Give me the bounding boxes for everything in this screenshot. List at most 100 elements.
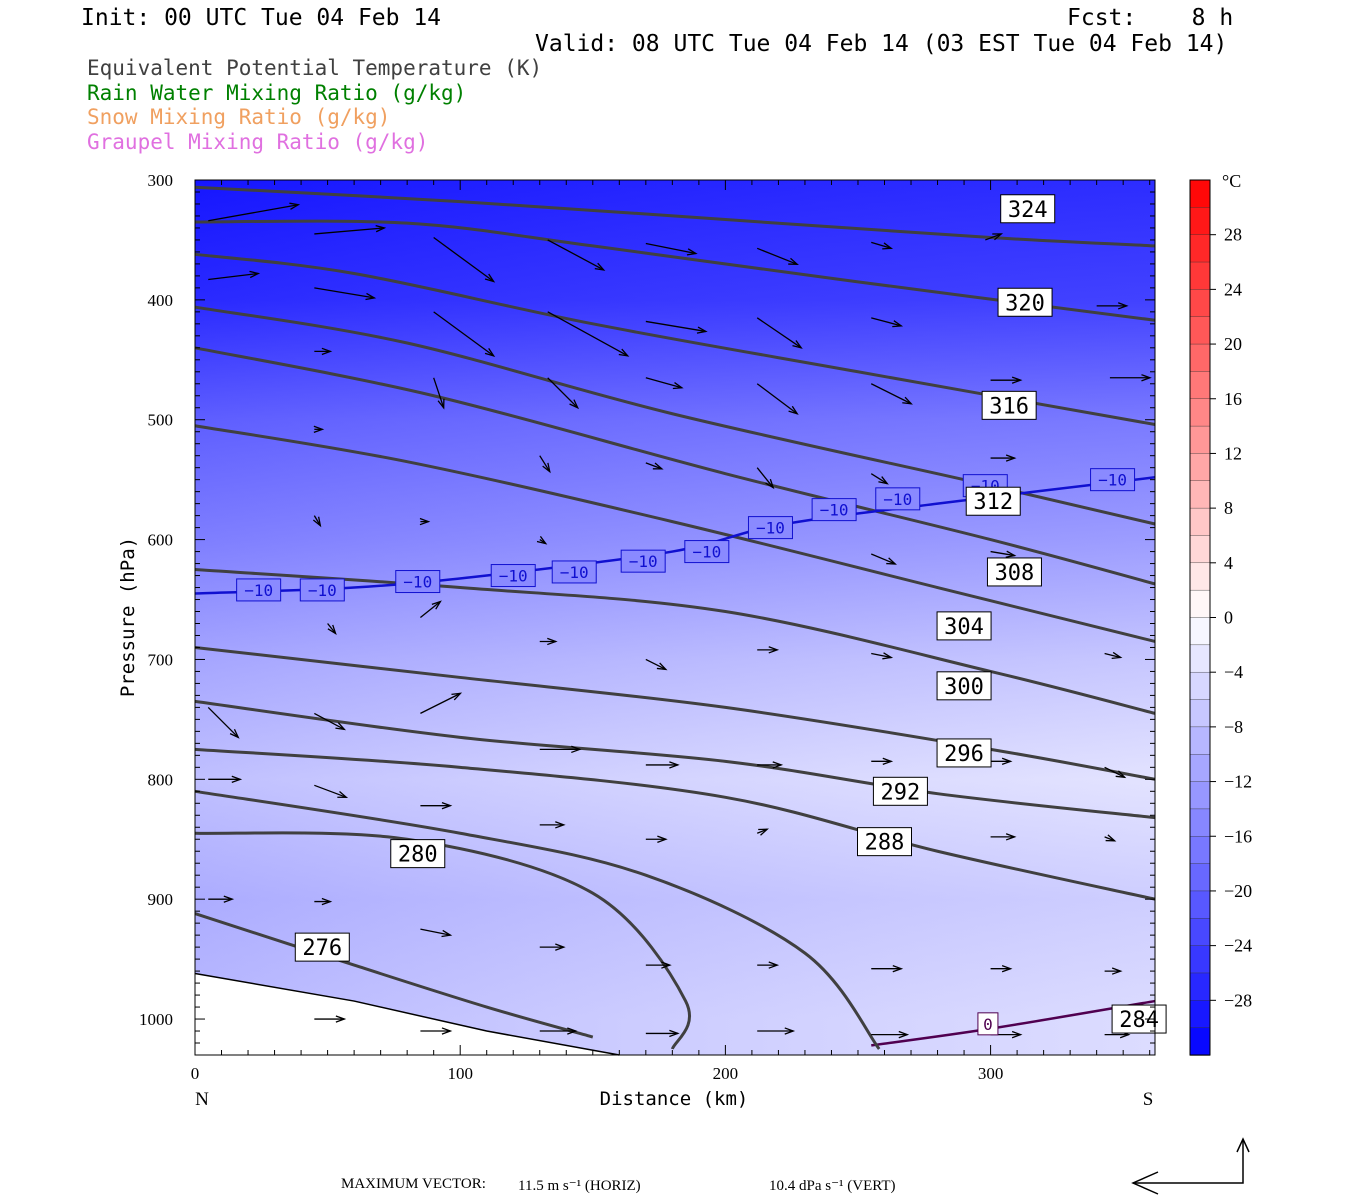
wind-vector-head xyxy=(758,828,769,836)
wind-vector-head xyxy=(484,348,496,357)
wind-vector-head xyxy=(327,624,337,635)
wind-vector-head xyxy=(375,224,387,233)
isotherm-minus10-label: −10 xyxy=(875,487,921,511)
wind-vector-head xyxy=(652,462,664,470)
wind-vector-head xyxy=(571,745,582,754)
wind-vector-head xyxy=(542,462,551,474)
label-box xyxy=(1090,468,1136,492)
wind-vector xyxy=(645,377,684,390)
wind-vector xyxy=(645,242,698,256)
colorbar-bin xyxy=(1189,781,1211,810)
wind-vector xyxy=(208,775,243,784)
wind-vector-shaft xyxy=(420,928,451,936)
label-text: 316 xyxy=(989,394,1029,419)
y-tick-label: 800 xyxy=(148,770,174,789)
wind-vector xyxy=(314,897,333,906)
reference-vector-shaft xyxy=(1133,1139,1244,1184)
wind-vector xyxy=(757,646,780,654)
reference-vector-head-horiz xyxy=(1131,1171,1159,1195)
wind-vector xyxy=(312,515,322,528)
wind-vector xyxy=(547,377,580,410)
wind-vector-shaft xyxy=(313,515,321,526)
forecast-hour: Fcst: 8 h xyxy=(1067,5,1234,31)
label-box xyxy=(684,540,730,564)
colorbar-bin xyxy=(1189,480,1211,509)
reference-vector-head-vert xyxy=(1236,1137,1250,1153)
wind-vector-head xyxy=(878,476,889,485)
isotherm-minus10-label: −10 xyxy=(395,570,441,594)
colorbar-bin xyxy=(1189,863,1211,892)
wind-vector xyxy=(645,658,668,671)
label-text: −10 xyxy=(308,581,337,600)
label-text: −10 xyxy=(560,563,589,582)
label-box xyxy=(236,578,282,602)
label-box xyxy=(936,671,992,701)
wind-vector-head xyxy=(788,257,799,266)
label-box xyxy=(936,738,992,768)
colorbar-bin xyxy=(1189,535,1211,564)
y-tick-label: 400 xyxy=(148,291,174,310)
colorbar-bin xyxy=(1189,507,1211,537)
isotherm-minus10-label: −10 xyxy=(299,578,345,602)
wind-vector xyxy=(208,202,301,222)
theta-e-label: 284 xyxy=(1111,1004,1167,1034)
isotherm-minus10-line xyxy=(194,476,1156,595)
wind-vector-head xyxy=(321,347,333,356)
label-box xyxy=(811,498,857,522)
wind-vector xyxy=(539,637,558,646)
isotherm-minus10-label: −10 xyxy=(236,578,282,602)
wind-vector-head xyxy=(882,757,894,766)
colorbar-bin xyxy=(1189,398,1211,427)
wind-vector xyxy=(756,383,799,415)
wind-vector-shaft xyxy=(433,311,495,357)
colorbar-tick-label: −8 xyxy=(1224,717,1243,737)
label-box xyxy=(965,486,1021,516)
wind-vector-head xyxy=(669,1029,680,1038)
label-text: 284 xyxy=(1119,1008,1159,1033)
label-text: −10 xyxy=(244,581,273,600)
max-vector-horiz: 11.5 m s⁻¹ (HORIZ) xyxy=(518,1178,641,1194)
wind-vector-shaft xyxy=(207,706,239,738)
wind-vector xyxy=(207,706,240,739)
wind-vector xyxy=(433,377,445,410)
wind-vector-shaft xyxy=(420,600,441,619)
colorbar-bin xyxy=(1189,945,1211,974)
wind-vector xyxy=(1104,967,1123,975)
wind-vector-shaft xyxy=(870,553,896,565)
colorbar-tick-label: −16 xyxy=(1224,826,1252,846)
wind-vector xyxy=(327,623,337,635)
wind-vector xyxy=(314,347,333,356)
wind-vector-head xyxy=(547,637,558,646)
theta-e-contour xyxy=(194,185,1156,248)
wind-vector-shaft xyxy=(756,467,774,489)
max-vector-vert: 10.4 dPa s⁻¹ (VERT) xyxy=(769,1178,896,1194)
colorbar-bin xyxy=(1189,179,1211,209)
wind-vector xyxy=(757,961,780,969)
wind-vector xyxy=(990,550,1017,558)
wind-vector-head xyxy=(768,961,780,969)
theta-e-label: 304 xyxy=(936,611,992,641)
y-tick-label: 600 xyxy=(148,531,174,550)
max-vector-label: MAXIMUM VECTOR: xyxy=(341,1176,486,1192)
x-tick-label: 100 xyxy=(447,1064,473,1083)
wind-vector-shaft xyxy=(871,241,892,249)
wind-vector-shaft xyxy=(547,311,629,357)
wind-vector xyxy=(539,1027,578,1035)
label-text: 324 xyxy=(1008,198,1048,223)
colorbar-bin xyxy=(1189,562,1211,591)
theta-e-label: 308 xyxy=(986,557,1042,587)
wind-vector-head xyxy=(784,1027,796,1035)
colorbar-tick-label: 20 xyxy=(1224,334,1242,354)
wind-vector xyxy=(314,1015,347,1023)
colorbar-bin xyxy=(1189,453,1211,482)
wind-vector xyxy=(1104,834,1117,842)
y-tick-label: 300 xyxy=(148,171,174,190)
label-text: 288 xyxy=(865,831,905,856)
wind-vector xyxy=(313,425,325,434)
colorbar-bin xyxy=(1189,754,1211,783)
wind-vector-head xyxy=(223,895,235,903)
theta-e-contour xyxy=(194,699,1156,820)
wind-vector-head xyxy=(313,425,325,434)
wind-vector-shaft xyxy=(208,272,259,281)
x-tick-label: 200 xyxy=(713,1064,739,1083)
